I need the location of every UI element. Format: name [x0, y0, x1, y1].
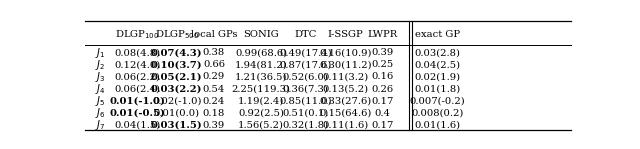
- Text: 0.04(1.5): 0.04(1.5): [114, 121, 160, 130]
- Text: 0.24: 0.24: [203, 97, 225, 105]
- Text: 0.16: 0.16: [371, 72, 394, 82]
- Text: 0.4: 0.4: [374, 109, 390, 118]
- Text: 0.01(-1.0): 0.01(-1.0): [109, 97, 165, 105]
- Text: 1.21(36.5): 1.21(36.5): [235, 72, 287, 82]
- Text: 0.33(27.6): 0.33(27.6): [319, 97, 371, 105]
- Text: SONIG: SONIG: [243, 30, 279, 39]
- Text: $J_2$: $J_2$: [95, 58, 105, 72]
- Text: 0.85(11.0): 0.85(11.0): [280, 97, 332, 105]
- Text: 0.01(0.0): 0.01(0.0): [154, 109, 200, 118]
- Text: 0.05(2.1): 0.05(2.1): [151, 72, 202, 82]
- Text: 1.94(81.2): 1.94(81.2): [235, 60, 287, 69]
- Text: local GPs: local GPs: [191, 30, 237, 39]
- Text: 0.06(2.2): 0.06(2.2): [114, 72, 160, 82]
- Text: 0.26: 0.26: [371, 84, 394, 94]
- Text: 0.008(0.2): 0.008(0.2): [411, 109, 463, 118]
- Text: 0.39: 0.39: [371, 48, 394, 57]
- Text: 0.99(68.6): 0.99(68.6): [235, 48, 287, 57]
- Text: 1.56(5.2): 1.56(5.2): [238, 121, 284, 130]
- Text: 0.29: 0.29: [203, 72, 225, 82]
- Text: $J_3$: $J_3$: [95, 70, 105, 84]
- Text: 0.66: 0.66: [203, 60, 225, 69]
- Text: $J_5$: $J_5$: [95, 94, 105, 108]
- Text: 0.007(-0.2): 0.007(-0.2): [409, 97, 465, 105]
- Text: $J_4$: $J_4$: [95, 82, 105, 96]
- Text: 0.36(7.3): 0.36(7.3): [283, 84, 328, 94]
- Text: 0.17: 0.17: [371, 97, 394, 105]
- Text: 0.87(17.6): 0.87(17.6): [280, 60, 332, 69]
- Text: $J_6$: $J_6$: [95, 106, 105, 120]
- Text: 0.18: 0.18: [203, 109, 225, 118]
- Text: 0.11(3.2): 0.11(3.2): [322, 72, 369, 82]
- Text: LWPR: LWPR: [367, 30, 397, 39]
- Text: 0.12(4.0): 0.12(4.0): [114, 60, 160, 69]
- Text: 0.39: 0.39: [203, 121, 225, 130]
- Text: 0.03(1.5): 0.03(1.5): [151, 121, 203, 130]
- Text: 0.01(-0.5): 0.01(-0.5): [109, 109, 165, 118]
- Text: 0.30(11.2): 0.30(11.2): [319, 60, 372, 69]
- Text: 2.25(119.3): 2.25(119.3): [232, 84, 291, 94]
- Text: 0.92(2.5): 0.92(2.5): [238, 109, 284, 118]
- Text: DLGP$_{500}$: DLGP$_{500}$: [154, 28, 199, 41]
- Text: 0.52(6.0): 0.52(6.0): [283, 72, 328, 82]
- Text: 0.16(10.9): 0.16(10.9): [319, 48, 372, 57]
- Text: 0.07(4.3): 0.07(4.3): [151, 48, 202, 57]
- Text: $J_7$: $J_7$: [95, 118, 105, 132]
- Text: 0.17: 0.17: [371, 121, 394, 130]
- Text: 0.15(64.6): 0.15(64.6): [319, 109, 372, 118]
- Text: 1.19(2.4): 1.19(2.4): [238, 97, 284, 105]
- Text: 0.32(1.8): 0.32(1.8): [283, 121, 329, 130]
- Text: 0.11(1.6): 0.11(1.6): [322, 121, 369, 130]
- Text: 0.13(5.2): 0.13(5.2): [323, 84, 369, 94]
- Text: 0.08(4.8): 0.08(4.8): [114, 48, 160, 57]
- Text: 0.38: 0.38: [203, 48, 225, 57]
- Text: 0.54: 0.54: [203, 84, 225, 94]
- Text: 0.25: 0.25: [371, 60, 394, 69]
- Text: DLGP$_{100}$: DLGP$_{100}$: [115, 28, 159, 41]
- Text: 0.51(0.1): 0.51(0.1): [282, 109, 329, 118]
- Text: 0.06(2.4): 0.06(2.4): [114, 84, 160, 94]
- Text: DTC: DTC: [294, 30, 317, 39]
- Text: 0.02(-1.0): 0.02(-1.0): [152, 97, 202, 105]
- Text: 0.03(2.2): 0.03(2.2): [151, 84, 202, 94]
- Text: 0.02(1.9): 0.02(1.9): [414, 72, 460, 82]
- Text: I-SSGP: I-SSGP: [328, 30, 364, 39]
- Text: exact GP: exact GP: [415, 30, 460, 39]
- Text: 0.49(17.4): 0.49(17.4): [279, 48, 332, 57]
- Text: 0.10(3.7): 0.10(3.7): [151, 60, 202, 69]
- Text: $J_1$: $J_1$: [95, 46, 105, 60]
- Text: 0.01(1.6): 0.01(1.6): [414, 121, 460, 130]
- Text: 0.03(2.8): 0.03(2.8): [414, 48, 460, 57]
- Text: 0.01(1.8): 0.01(1.8): [414, 84, 460, 94]
- Text: 0.04(2.5): 0.04(2.5): [414, 60, 460, 69]
